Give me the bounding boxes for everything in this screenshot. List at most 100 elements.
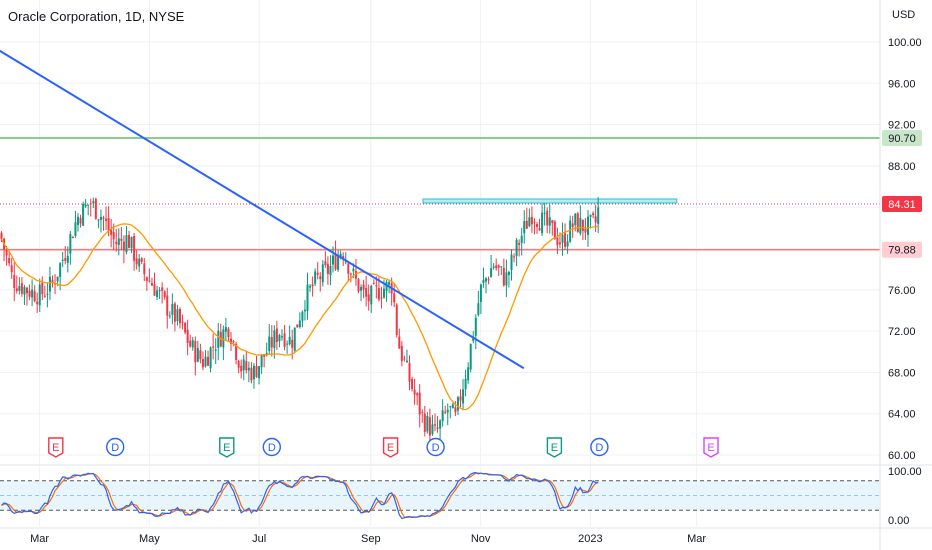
earnings-event-icon[interactable]: E	[703, 437, 719, 458]
candle	[240, 359, 243, 379]
candle	[541, 203, 544, 237]
candle-body	[413, 389, 416, 395]
candle-body	[497, 265, 500, 268]
candle-body	[69, 234, 72, 254]
candle	[54, 274, 57, 294]
event-marker-label: D	[268, 442, 276, 454]
candle	[579, 205, 582, 236]
candle	[237, 359, 240, 374]
candle	[344, 252, 347, 265]
candle	[398, 328, 401, 349]
price-tick-label: 68.00	[888, 367, 916, 379]
candle	[321, 260, 324, 287]
candle-body	[454, 407, 457, 413]
candle-body	[130, 236, 133, 248]
candle-body	[179, 308, 181, 324]
earnings-event-icon[interactable]: E	[546, 437, 563, 458]
time-tick-label: 2023	[578, 533, 602, 545]
candle-body	[189, 340, 192, 347]
candle	[487, 276, 490, 285]
earnings-marker-shape	[48, 437, 64, 458]
candle	[214, 338, 217, 365]
candle	[283, 324, 286, 351]
candle-body	[245, 360, 248, 371]
event-marker-label: D	[595, 442, 603, 454]
candle-body	[92, 201, 95, 204]
candle-body	[10, 265, 13, 273]
candle-body	[492, 266, 495, 268]
candle	[311, 276, 314, 297]
candle	[171, 293, 174, 325]
earnings-event-icon[interactable]: E	[219, 437, 235, 458]
candle-body	[405, 360, 408, 363]
candle-body	[597, 207, 600, 225]
candle	[543, 203, 546, 226]
candle	[446, 403, 449, 426]
oscillator-k-line	[1, 471, 599, 520]
candle	[128, 230, 130, 249]
candle-body	[214, 349, 217, 351]
candle	[303, 300, 306, 321]
candle-body	[281, 336, 283, 338]
candle-body	[247, 367, 250, 371]
event-marker-label: E	[551, 442, 558, 454]
candle	[18, 277, 21, 295]
candle	[122, 235, 125, 264]
candle	[120, 226, 123, 251]
candle	[222, 325, 225, 360]
candle-body	[334, 253, 337, 270]
earnings-event-icon[interactable]: E	[48, 437, 64, 458]
dividend-event-icon[interactable]: D	[105, 437, 125, 457]
candle-body	[296, 324, 299, 328]
candle	[357, 277, 360, 294]
candle	[273, 325, 276, 359]
candle-body	[416, 393, 419, 396]
event-marker-label: E	[52, 442, 59, 454]
event-marker-label: E	[387, 442, 394, 454]
candle	[423, 405, 426, 437]
candle-body	[321, 264, 324, 283]
candle-body	[375, 285, 378, 287]
candle-body	[439, 420, 442, 429]
candle	[268, 324, 271, 355]
candle-body	[584, 229, 587, 233]
time-tick-label: Mar	[30, 533, 49, 545]
candle	[316, 262, 319, 280]
price-tick-label: 100.00	[888, 37, 922, 49]
candle-body	[485, 278, 487, 282]
candle-body	[533, 221, 536, 223]
candle	[536, 221, 538, 234]
candle	[510, 249, 513, 281]
candle-body	[278, 334, 281, 342]
candle-body	[421, 411, 424, 413]
candle	[564, 223, 567, 250]
candle	[130, 236, 133, 254]
candle	[66, 246, 69, 273]
dividend-event-icon[interactable]: D	[262, 437, 281, 457]
candle	[46, 282, 49, 308]
candle	[500, 266, 503, 276]
dividend-event-icon[interactable]: D	[426, 437, 445, 457]
dividend-event-icon[interactable]: D	[590, 437, 609, 457]
candle-body	[423, 413, 426, 432]
earnings-event-icon[interactable]: E	[382, 437, 399, 458]
candle-body	[23, 286, 26, 295]
candle	[538, 218, 541, 231]
candle	[163, 290, 166, 300]
currency-label: USD	[892, 9, 915, 21]
candle	[117, 228, 120, 256]
candle-body	[242, 359, 245, 371]
candle-body	[551, 220, 554, 224]
event-marker-label: E	[707, 442, 714, 454]
price-tick-label: 64.00	[888, 409, 916, 421]
candle	[79, 214, 82, 228]
candles	[0, 196, 600, 446]
price-badge-bg	[882, 130, 922, 147]
candle	[156, 285, 159, 301]
candle	[143, 258, 146, 282]
candle	[138, 254, 141, 272]
candle-body	[194, 341, 197, 363]
candle-body	[347, 263, 350, 274]
candle	[347, 262, 350, 282]
